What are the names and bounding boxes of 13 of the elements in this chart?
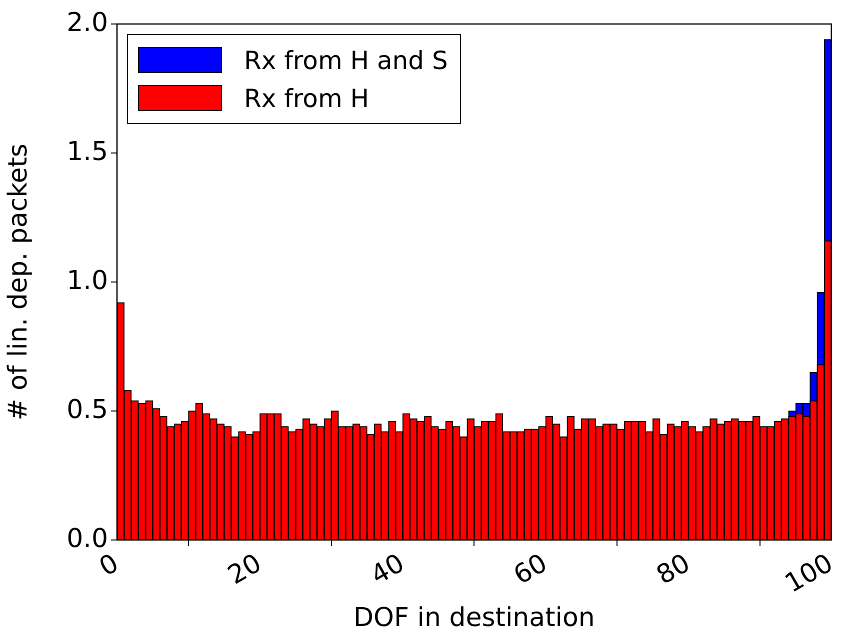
x-tick-label: 20	[223, 548, 267, 591]
y-tick-label: 2.0	[66, 8, 108, 38]
x-tick-label: 100	[780, 548, 838, 600]
legend-label: Rx from H and S	[244, 46, 448, 74]
x-tick-label: 40	[366, 548, 410, 591]
y-tick-label: 0.5	[66, 394, 108, 425]
y-tick-label: 1.0	[66, 266, 108, 296]
x-tick-label: 60	[508, 548, 553, 591]
x-axis-title: DOF in destination	[354, 603, 595, 634]
y-tick-label: 1.5	[66, 136, 108, 167]
x-tick-label: 80	[652, 548, 696, 591]
legend-label: Rx from H	[244, 84, 370, 112]
y-axis-title: # of lin. dep. packets	[3, 144, 34, 420]
